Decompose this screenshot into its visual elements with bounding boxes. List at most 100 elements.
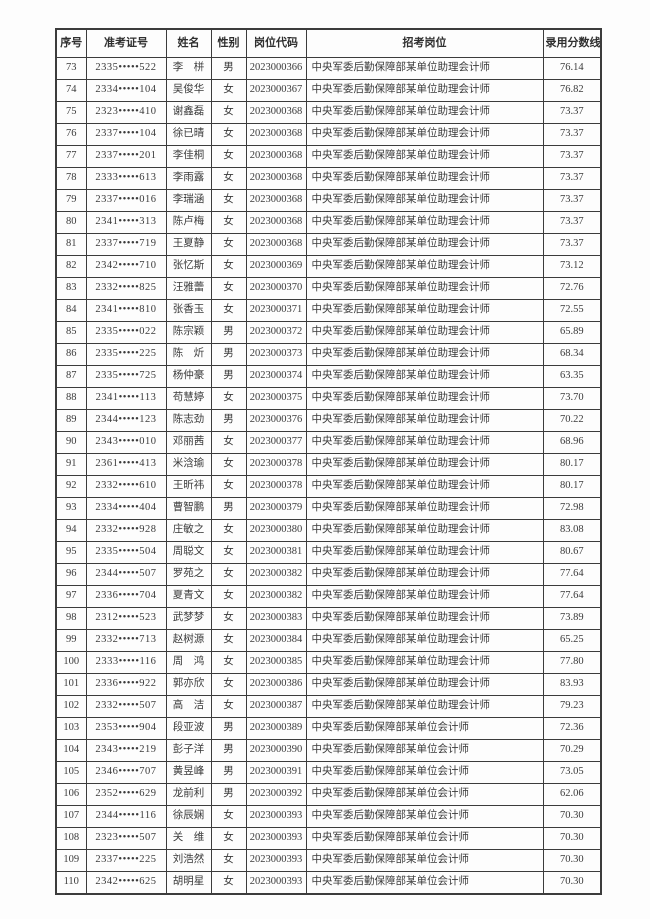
cell-gender: 女: [210, 233, 247, 256]
cell-score: 73.37: [542, 167, 602, 190]
cell-exam-id: 2332•••••713: [85, 629, 167, 652]
cell-gender: 男: [210, 497, 247, 520]
column-header-job-code: 岗位代码: [245, 28, 307, 58]
column-header-exam-id: 准考证号: [85, 28, 167, 58]
table-row: 96 2344•••••507 罗苑之女 2023000382 中央军委后勤保障部某单位…: [55, 563, 602, 586]
cell-job-title: 中央军委后勤保障部某单位助理会计师: [305, 475, 544, 498]
table-row: 73 2335•••••522 李 栟男 2023000366 中央军委后勤保障部某单位…: [55, 57, 602, 80]
cell-gender: 女: [210, 607, 247, 630]
cell-job-title: 中央军委后勤保障部某单位助理会计师: [305, 585, 544, 608]
cell-score: 73.89: [542, 607, 602, 630]
cell-score: 65.89: [542, 321, 602, 344]
cell-name: 曹智鹏: [165, 497, 212, 520]
cell-job-title: 中央军委后勤保障部某单位助理会计师: [305, 57, 544, 80]
table-row: 110 2342•••••625 胡明星女 2023000393 中央军委后勤保障部某单…: [55, 871, 602, 895]
cell-name: 武梦梦: [165, 607, 212, 630]
cell-job-title: 中央军委后勤保障部某单位会计师: [305, 827, 544, 850]
cell-job-code: 2023000384: [245, 629, 307, 652]
header-row: 序号 准考证号 姓名 性别 岗位代码 招考岗位 录用分数线: [55, 28, 602, 58]
recruitment-score-table: 序号 准考证号 姓名 性别 岗位代码 招考岗位 录用分数线 73 2335•••••522 李 …: [55, 28, 602, 895]
cell-job-code: 2023000372: [245, 321, 307, 344]
table-row: 102 2332•••••507 高 洁女 2023000387 中央军委后勤保障部某单…: [55, 695, 602, 718]
cell-job-title: 中央军委后勤保障部某单位助理会计师: [305, 101, 544, 124]
cell-job-code: 2023000369: [245, 255, 307, 278]
cell-score: 73.12: [542, 255, 602, 278]
cell-index: 77: [55, 145, 87, 168]
cell-exam-id: 2346•••••707: [85, 761, 167, 784]
cell-job-title: 中央军委后勤保障部某单位助理会计师: [305, 123, 544, 146]
cell-job-code: 2023000377: [245, 431, 307, 454]
table-row: 109 2337•••••225 刘浩然女 2023000393 中央军委后勤保障部某单…: [55, 849, 602, 872]
cell-job-title: 中央军委后勤保障部某单位会计师: [305, 717, 544, 740]
cell-exam-id: 2333•••••116: [85, 651, 167, 674]
table-header: 序号 准考证号 姓名 性别 岗位代码 招考岗位 录用分数线: [55, 28, 602, 58]
cell-job-title: 中央军委后勤保障部某单位助理会计师: [305, 629, 544, 652]
cell-job-code: 2023000368: [245, 211, 307, 234]
cell-exam-id: 2335•••••504: [85, 541, 167, 564]
cell-exam-id: 2334•••••104: [85, 79, 167, 102]
cell-index: 109: [55, 849, 87, 872]
cell-index: 97: [55, 585, 87, 608]
table-row: 76 2337•••••104 徐已晴女 2023000368 中央军委后勤保障部某单位…: [55, 123, 602, 146]
cell-score: 73.37: [542, 123, 602, 146]
column-header-score: 录用分数线: [542, 28, 602, 58]
cell-exam-id: 2333•••••613: [85, 167, 167, 190]
cell-score: 83.08: [542, 519, 602, 542]
cell-index: 78: [55, 167, 87, 190]
cell-score: 83.93: [542, 673, 602, 696]
cell-gender: 女: [210, 167, 247, 190]
table-row: 80 2341•••••313 陈卢梅女 2023000368 中央军委后勤保障部某单位…: [55, 211, 602, 234]
cell-score: 80.17: [542, 475, 602, 498]
cell-name: 徐辰娴: [165, 805, 212, 828]
cell-job-code: 2023000382: [245, 585, 307, 608]
cell-job-code: 2023000368: [245, 101, 307, 124]
cell-exam-id: 2352•••••629: [85, 783, 167, 806]
cell-job-title: 中央军委后勤保障部某单位助理会计师: [305, 79, 544, 102]
cell-gender: 女: [210, 79, 247, 102]
cell-score: 68.34: [542, 343, 602, 366]
table-body: 73 2335•••••522 李 栟男 2023000366 中央军委后勤保障部某单位…: [55, 57, 602, 895]
cell-name: 陈卢梅: [165, 211, 212, 234]
cell-job-title: 中央军委后勤保障部某单位助理会计师: [305, 343, 544, 366]
table-row: 103 2353•••••904 段亚波男 2023000389 中央军委后勤保障部某单…: [55, 717, 602, 740]
cell-score: 72.55: [542, 299, 602, 322]
cell-name: 彭子洋: [165, 739, 212, 762]
cell-index: 86: [55, 343, 87, 366]
cell-job-code: 2023000368: [245, 123, 307, 146]
cell-job-code: 2023000370: [245, 277, 307, 300]
cell-name: 关 维: [165, 827, 212, 850]
table-row: 85 2335•••••022 陈宗颖男 2023000372 中央军委后勤保障部某单位…: [55, 321, 602, 344]
cell-gender: 男: [210, 321, 247, 344]
cell-gender: 女: [210, 189, 247, 212]
cell-name: 郭亦欣: [165, 673, 212, 696]
cell-gender: 女: [210, 585, 247, 608]
cell-index: 105: [55, 761, 87, 784]
cell-gender: 女: [210, 519, 247, 542]
cell-index: 85: [55, 321, 87, 344]
cell-index: 110: [55, 871, 87, 895]
cell-job-title: 中央军委后勤保障部某单位助理会计师: [305, 189, 544, 212]
cell-job-title: 中央军委后勤保障部某单位助理会计师: [305, 695, 544, 718]
cell-index: 84: [55, 299, 87, 322]
cell-name: 周聪文: [165, 541, 212, 564]
cell-gender: 女: [210, 255, 247, 278]
cell-name: 赵树源: [165, 629, 212, 652]
cell-name: 龙前利: [165, 783, 212, 806]
cell-score: 77.80: [542, 651, 602, 674]
cell-index: 73: [55, 57, 87, 80]
cell-gender: 男: [210, 409, 247, 432]
cell-job-code: 2023000381: [245, 541, 307, 564]
cell-job-title: 中央军委后勤保障部某单位助理会计师: [305, 497, 544, 520]
cell-index: 104: [55, 739, 87, 762]
cell-exam-id: 2332•••••928: [85, 519, 167, 542]
cell-name: 苟慧婷: [165, 387, 212, 410]
cell-exam-id: 2335•••••725: [85, 365, 167, 388]
table-row: 75 2323•••••410 谢鑫磊女 2023000368 中央军委后勤保障部某单位…: [55, 101, 602, 124]
column-header-gender: 性别: [210, 28, 247, 58]
cell-job-code: 2023000374: [245, 365, 307, 388]
table-row: 94 2332•••••928 庄敏之女 2023000380 中央军委后勤保障部某单位…: [55, 519, 602, 542]
cell-job-title: 中央军委后勤保障部某单位助理会计师: [305, 211, 544, 234]
cell-score: 70.29: [542, 739, 602, 762]
cell-score: 70.22: [542, 409, 602, 432]
